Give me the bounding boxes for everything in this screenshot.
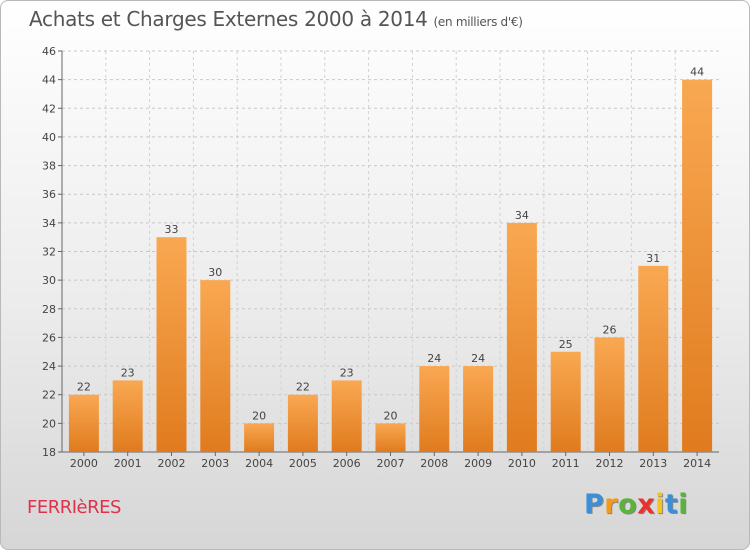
x-tick-label-2003: 2003 [201, 457, 229, 470]
x-tick-label-2014: 2014 [683, 457, 711, 470]
bar-value-label-2000: 22 [77, 381, 91, 394]
bar-2002 [156, 237, 187, 452]
x-tick-label-2006: 2006 [333, 457, 361, 470]
bar-value-label-2009: 24 [471, 352, 485, 365]
bar-value-label-2011: 25 [559, 338, 573, 351]
y-tick-label-32: 32 [42, 246, 56, 259]
bar-2004 [244, 423, 275, 452]
logo-letter: o [618, 489, 638, 520]
x-tick-label-2013: 2013 [639, 457, 667, 470]
logo-letter: i [655, 489, 665, 520]
bar-2010 [506, 222, 537, 452]
logo-letter: x [637, 489, 656, 520]
bar-2014 [682, 79, 713, 453]
y-tick-label-40: 40 [42, 131, 56, 144]
x-tick-label-2009: 2009 [464, 457, 492, 470]
bar-2001 [112, 380, 143, 452]
bar-2008 [419, 366, 450, 452]
x-tick-label-2007: 2007 [377, 457, 405, 470]
y-tick-label-26: 26 [42, 331, 56, 344]
x-tick-label-2001: 2001 [114, 457, 142, 470]
chart-unit: (en milliers d'€) [433, 15, 523, 29]
bar-value-label-2004: 20 [252, 409, 266, 422]
x-tick-label-2002: 2002 [158, 457, 186, 470]
bar-2009 [463, 366, 494, 452]
y-tick-label-28: 28 [42, 303, 56, 316]
commune-name: FERRIèRES [27, 497, 121, 518]
logo-letter: i [678, 489, 689, 520]
bar-value-label-2002: 33 [165, 223, 179, 236]
bar-2012 [594, 337, 625, 452]
chart-title-text: Achats et Charges Externes 2000 à 2014 [29, 7, 428, 31]
y-tick-label-44: 44 [42, 74, 56, 87]
logo-letter: P [584, 489, 605, 520]
bar-2006 [331, 380, 362, 452]
bar-2007 [375, 423, 406, 452]
bar-2005 [287, 394, 318, 452]
bar-value-label-2013: 31 [646, 252, 660, 265]
gridlines [62, 50, 719, 453]
x-tick-label-2012: 2012 [596, 457, 624, 470]
bar-2000 [68, 394, 99, 452]
bars: 22 23 33 30 20 22 23 20 24 24 34 25 26 31 44 [68, 66, 713, 453]
bar-value-label-2005: 22 [296, 381, 310, 394]
y-tick-label-36: 36 [42, 188, 56, 201]
x-tick-label-2011: 2011 [552, 457, 580, 470]
y-tick-label-42: 42 [42, 102, 56, 115]
bar-value-label-2001: 23 [121, 366, 135, 379]
bar-2011 [550, 351, 581, 452]
chart-title: Achats et Charges Externes 2000 à 2014 (e… [29, 7, 523, 31]
y-tick-label-46: 46 [42, 45, 56, 58]
y-tick-label-22: 22 [42, 389, 56, 402]
logo-letter: t [664, 489, 679, 520]
x-tick-label-2008: 2008 [420, 457, 448, 470]
proxiti-logo[interactable]: Proxiti [584, 489, 688, 520]
y-tick-label-38: 38 [42, 160, 56, 173]
bar-value-label-2008: 24 [427, 352, 441, 365]
logo-letter: r [604, 489, 619, 520]
bar-value-label-2007: 20 [384, 409, 398, 422]
x-tick-label-2005: 2005 [289, 457, 317, 470]
y-tick-label-18: 18 [42, 446, 56, 459]
bar-2013 [638, 265, 669, 452]
y-tick-label-20: 20 [42, 417, 56, 430]
bar-value-label-2012: 26 [603, 323, 617, 336]
y-tick-label-34: 34 [42, 217, 56, 230]
x-tick-label-2000: 2000 [70, 457, 98, 470]
x-tick-label-2004: 2004 [245, 457, 273, 470]
x-tick-label-2010: 2010 [508, 457, 536, 470]
bar-value-label-2014: 44 [690, 66, 704, 79]
y-tick-label-30: 30 [42, 274, 56, 287]
y-tick-label-24: 24 [42, 360, 56, 373]
bar-value-label-2006: 23 [340, 366, 354, 379]
bar-2003 [200, 280, 231, 452]
bar-value-label-2010: 34 [515, 209, 529, 222]
bar-value-label-2003: 30 [208, 266, 222, 279]
